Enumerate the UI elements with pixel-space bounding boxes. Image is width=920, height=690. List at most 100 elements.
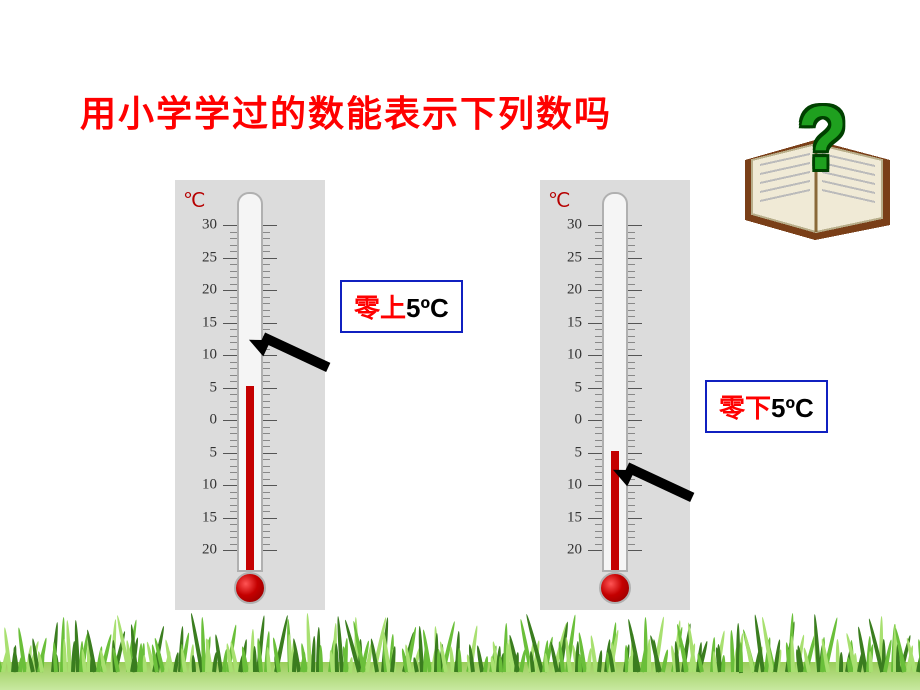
grass-blade (839, 652, 843, 672)
tick-minor (263, 505, 270, 506)
tick-minor (230, 498, 237, 499)
tick-minor (263, 264, 270, 265)
tick-label: 20 (567, 542, 582, 559)
tick-label: 5 (210, 444, 218, 461)
tick-minor (230, 459, 237, 460)
grass-decoration (0, 600, 920, 690)
tick-major (263, 323, 277, 324)
tick-major (223, 225, 237, 226)
tick-minor (230, 505, 237, 506)
tick-minor (263, 375, 270, 376)
tick-minor (595, 232, 602, 233)
tick-minor (628, 238, 635, 239)
grass-blade (142, 655, 147, 672)
tick-minor (230, 407, 237, 408)
tick-label: 0 (575, 412, 583, 429)
tick-minor (230, 342, 237, 343)
tick-minor (595, 303, 602, 304)
tick-minor (628, 511, 635, 512)
tick-minor (595, 459, 602, 460)
tick-major (588, 290, 602, 291)
tick-minor (628, 544, 635, 545)
tick-minor (595, 472, 602, 473)
tick-label: 20 (202, 542, 217, 559)
tick-minor (263, 466, 270, 467)
tick-minor (263, 284, 270, 285)
tick-major (263, 388, 277, 389)
tick-major (263, 453, 277, 454)
tick-minor (628, 232, 635, 233)
tick-minor (595, 342, 602, 343)
tick-minor (230, 368, 237, 369)
tick-label: 5 (575, 379, 583, 396)
tick-label: 15 (567, 314, 582, 331)
tick-label: 30 (202, 217, 217, 234)
tick-minor (595, 271, 602, 272)
tick-major (588, 550, 602, 551)
tick-minor (628, 407, 635, 408)
tick-minor (628, 524, 635, 525)
tick-minor (263, 271, 270, 272)
tick-major (223, 420, 237, 421)
tick-minor (263, 401, 270, 402)
tick-label: 10 (567, 477, 582, 494)
tick-minor (595, 498, 602, 499)
tick-minor (230, 264, 237, 265)
tick-major (628, 518, 642, 519)
tick-minor (595, 544, 602, 545)
tick-minor (628, 381, 635, 382)
tick-minor (595, 297, 602, 298)
tick-minor (628, 310, 635, 311)
tick-minor (628, 375, 635, 376)
tick-major (588, 453, 602, 454)
tick-minor (230, 310, 237, 311)
tick-minor (628, 284, 635, 285)
tick-minor (263, 433, 270, 434)
tick-major (588, 225, 602, 226)
tick-minor (263, 524, 270, 525)
tick-minor (230, 531, 237, 532)
tick-minor (230, 316, 237, 317)
tick-label: 25 (202, 249, 217, 266)
tick-minor (230, 472, 237, 473)
tick-minor (263, 511, 270, 512)
tick-minor (595, 505, 602, 506)
tick-minor (595, 277, 602, 278)
tick-minor (263, 479, 270, 480)
tick-minor (628, 427, 635, 428)
tick-minor (263, 368, 270, 369)
page-title: 用小学学过的数能表示下列数吗 (80, 85, 612, 137)
label-prefix: 零下 (719, 393, 771, 423)
tick-minor (263, 531, 270, 532)
tick-minor (595, 368, 602, 369)
grass-blade (457, 648, 462, 672)
tick-major (588, 355, 602, 356)
tick-minor (230, 238, 237, 239)
tick-minor (595, 349, 602, 350)
tick-minor (595, 433, 602, 434)
tick-minor (628, 349, 635, 350)
tick-minor (595, 310, 602, 311)
tick-minor (230, 414, 237, 415)
tick-minor (230, 251, 237, 252)
tick-label: 0 (210, 412, 218, 429)
tick-major (628, 420, 642, 421)
tick-minor (628, 531, 635, 532)
tick-minor (263, 472, 270, 473)
tick-minor (595, 466, 602, 467)
grass-blade (191, 655, 196, 672)
tick-minor (263, 427, 270, 428)
celsius-unit-label: ℃ (548, 188, 570, 213)
tick-minor (230, 479, 237, 480)
tick-label: 10 (567, 347, 582, 364)
tick-label: 10 (202, 347, 217, 364)
tick-minor (595, 537, 602, 538)
tick-minor (263, 362, 270, 363)
tick-minor (263, 303, 270, 304)
tick-minor (628, 303, 635, 304)
tick-minor (263, 238, 270, 239)
tick-major (223, 518, 237, 519)
tick-major (263, 355, 277, 356)
tick-minor (595, 336, 602, 337)
thermometer-above-zero: ℃ 3025201510505101520 (175, 180, 325, 610)
